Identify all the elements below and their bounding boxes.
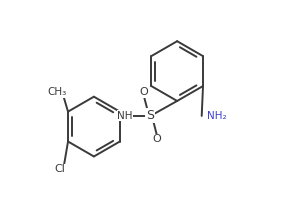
Text: S: S	[146, 110, 154, 122]
Text: CH₃: CH₃	[47, 87, 66, 97]
Text: NH: NH	[117, 111, 133, 121]
Text: NH₂: NH₂	[207, 111, 227, 121]
Text: O: O	[140, 87, 148, 97]
Text: Cl: Cl	[54, 164, 65, 174]
Text: O: O	[152, 134, 161, 144]
